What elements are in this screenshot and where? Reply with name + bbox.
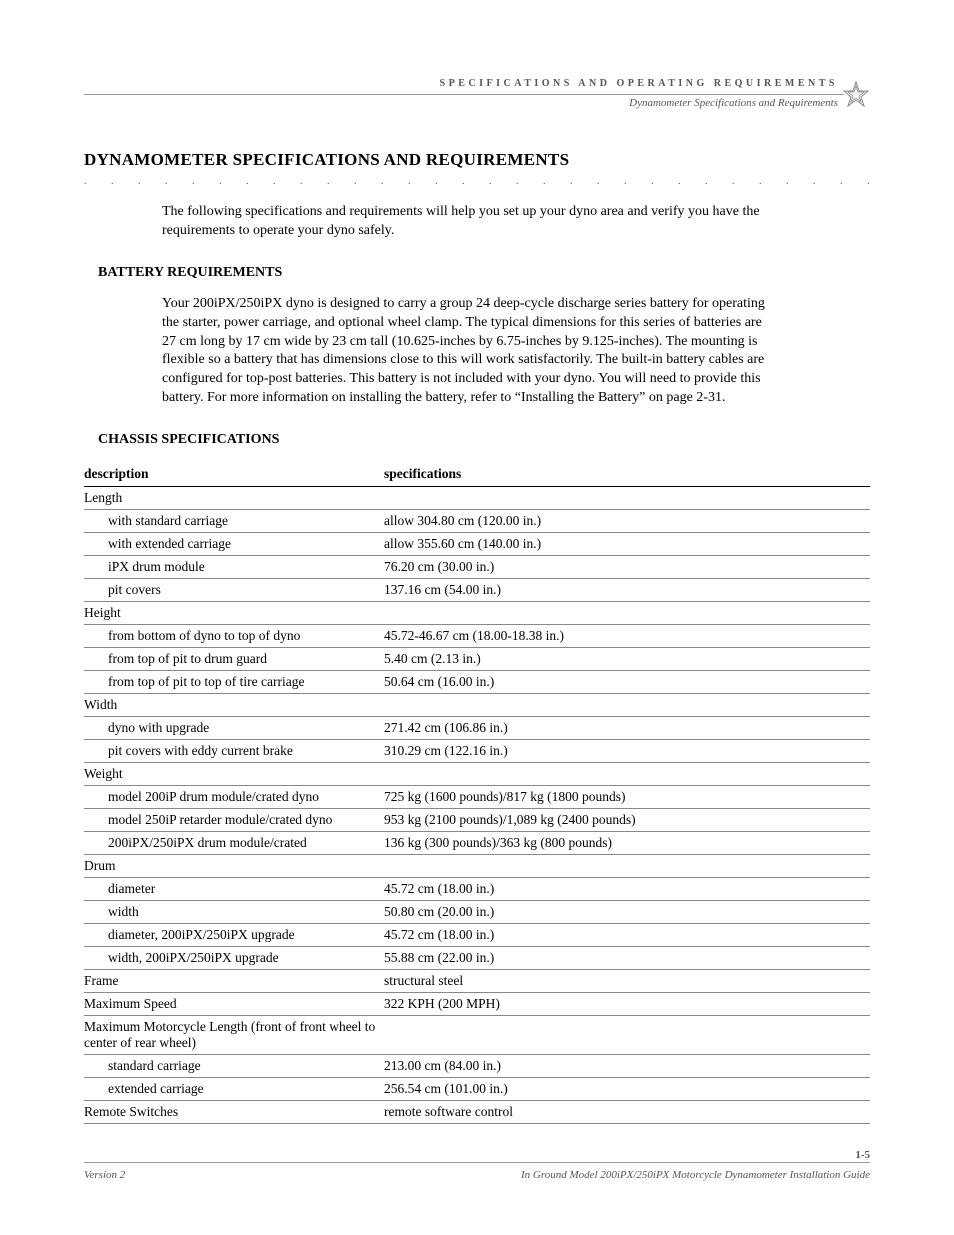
cell-specification: 55.88 cm (22.00 in.)	[384, 947, 870, 970]
cell-description: Width	[84, 694, 384, 717]
cell-specification: allow 304.80 cm (120.00 in.)	[384, 510, 870, 533]
battery-heading: BATTERY REQUIREMENTS	[84, 265, 870, 281]
cell-description: with extended carriage	[84, 533, 384, 556]
cell-specification: 45.72 cm (18.00 in.)	[384, 878, 870, 901]
cell-specification: allow 355.60 cm (140.00 in.)	[384, 533, 870, 556]
page-number: 1-5	[855, 1149, 870, 1161]
col-specifications: specifications	[384, 462, 870, 487]
cell-specification: structural steel	[384, 970, 870, 993]
cell-description: Weight	[84, 763, 384, 786]
col-description: description	[84, 462, 384, 487]
table-row: width, 200iPX/250iPX upgrade55.88 cm (22…	[84, 947, 870, 970]
cell-description: Length	[84, 487, 384, 510]
cell-specification	[384, 1016, 870, 1055]
cell-description: from bottom of dyno to top of dyno	[84, 625, 384, 648]
cell-specification: 310.29 cm (122.16 in.)	[384, 740, 870, 763]
cell-specification: 213.00 cm (84.00 in.)	[384, 1055, 870, 1078]
table-row: model 200iP drum module/crated dyno725 k…	[84, 786, 870, 809]
table-row: from bottom of dyno to top of dyno45.72-…	[84, 625, 870, 648]
cell-description: standard carriage	[84, 1055, 384, 1078]
table-row: dyno with upgrade271.42 cm (106.86 in.)	[84, 717, 870, 740]
table-row: Length	[84, 487, 870, 510]
cell-specification: 50.64 cm (16.00 in.)	[384, 671, 870, 694]
cell-specification: 271.42 cm (106.86 in.)	[384, 717, 870, 740]
table-row: from top of pit to drum guard5.40 cm (2.…	[84, 648, 870, 671]
table-row: extended carriage256.54 cm (101.00 in.)	[84, 1078, 870, 1101]
cell-description: from top of pit to drum guard	[84, 648, 384, 671]
table-row: 200iPX/250iPX drum module/crated136 kg (…	[84, 832, 870, 855]
cell-description: Drum	[84, 855, 384, 878]
cell-specification	[384, 855, 870, 878]
cell-description: model 200iP drum module/crated dyno	[84, 786, 384, 809]
table-row: diameter, 200iPX/250iPX upgrade45.72 cm …	[84, 924, 870, 947]
table-row: iPX drum module76.20 cm (30.00 in.)	[84, 556, 870, 579]
table-row: with standard carriageallow 304.80 cm (1…	[84, 510, 870, 533]
cell-specification: remote software control	[384, 1101, 870, 1124]
cell-description: diameter, 200iPX/250iPX upgrade	[84, 924, 384, 947]
table-row: Remote Switchesremote software control	[84, 1101, 870, 1124]
table-row: pit covers with eddy current brake310.29…	[84, 740, 870, 763]
table-row: standard carriage213.00 cm (84.00 in.)	[84, 1055, 870, 1078]
cell-description: diameter	[84, 878, 384, 901]
cell-specification	[384, 763, 870, 786]
table-row: Maximum Motorcycle Length (front of fron…	[84, 1016, 870, 1055]
table-row: model 250iP retarder module/crated dyno9…	[84, 809, 870, 832]
cell-specification: 136 kg (300 pounds)/363 kg (800 pounds)	[384, 832, 870, 855]
cell-description: Maximum Speed	[84, 993, 384, 1016]
table-row: from top of pit to top of tire carriage5…	[84, 671, 870, 694]
cell-description: Frame	[84, 970, 384, 993]
cell-specification: 137.16 cm (54.00 in.)	[384, 579, 870, 602]
cell-specification	[384, 487, 870, 510]
battery-paragraph: Your 200iPX/250iPX dyno is designed to c…	[162, 295, 772, 408]
table-row: Width	[84, 694, 870, 717]
intro-paragraph: The following specifications and require…	[162, 203, 772, 241]
table-row: with extended carriageallow 355.60 cm (1…	[84, 533, 870, 556]
cell-specification: 45.72 cm (18.00 in.)	[384, 924, 870, 947]
cell-description: pit covers	[84, 579, 384, 602]
cell-description: extended carriage	[84, 1078, 384, 1101]
cell-specification: 953 kg (2100 pounds)/1,089 kg (2400 poun…	[384, 809, 870, 832]
cell-description: model 250iP retarder module/crated dyno	[84, 809, 384, 832]
footer-version: Version 2	[84, 1169, 125, 1181]
cell-description: 200iPX/250iPX drum module/crated	[84, 832, 384, 855]
cell-description: dyno with upgrade	[84, 717, 384, 740]
cell-specification: 256.54 cm (101.00 in.)	[384, 1078, 870, 1101]
title-dots: . . . . . . . . . . . . . . . . . . . . …	[84, 176, 870, 187]
cell-description: pit covers with eddy current brake	[84, 740, 384, 763]
chassis-heading: CHASSIS SPECIFICATIONS	[84, 432, 870, 448]
cell-description: with standard carriage	[84, 510, 384, 533]
table-row: Framestructural steel	[84, 970, 870, 993]
cell-description: Maximum Motorcycle Length (front of fron…	[84, 1016, 384, 1055]
table-row: pit covers137.16 cm (54.00 in.)	[84, 579, 870, 602]
cell-description: width, 200iPX/250iPX upgrade	[84, 947, 384, 970]
chassis-table: description specifications Lengthwith st…	[84, 462, 870, 1124]
cell-description: iPX drum module	[84, 556, 384, 579]
cell-specification	[384, 694, 870, 717]
cell-description: from top of pit to top of tire carriage	[84, 671, 384, 694]
cell-specification: 5.40 cm (2.13 in.)	[384, 648, 870, 671]
page-title: DYNAMOMETER SPECIFICATIONS AND REQUIREME…	[84, 150, 870, 170]
table-row: Weight	[84, 763, 870, 786]
footer-rule	[84, 1162, 870, 1163]
cell-specification: 50.80 cm (20.00 in.)	[384, 901, 870, 924]
cell-description: Remote Switches	[84, 1101, 384, 1124]
cell-description: Height	[84, 602, 384, 625]
cell-description: width	[84, 901, 384, 924]
table-row: Height	[84, 602, 870, 625]
cell-specification	[384, 602, 870, 625]
footer-doc-title: In Ground Model 200iPX/250iPX Motorcycle…	[521, 1169, 870, 1181]
table-row: Drum	[84, 855, 870, 878]
table-row: Maximum Speed322 KPH (200 MPH)	[84, 993, 870, 1016]
cell-specification: 76.20 cm (30.00 in.)	[384, 556, 870, 579]
cell-specification: 725 kg (1600 pounds)/817 kg (1800 pounds…	[384, 786, 870, 809]
cell-specification: 322 KPH (200 MPH)	[384, 993, 870, 1016]
table-row: width50.80 cm (20.00 in.)	[84, 901, 870, 924]
cell-specification: 45.72-46.67 cm (18.00-18.38 in.)	[384, 625, 870, 648]
table-row: diameter45.72 cm (18.00 in.)	[84, 878, 870, 901]
